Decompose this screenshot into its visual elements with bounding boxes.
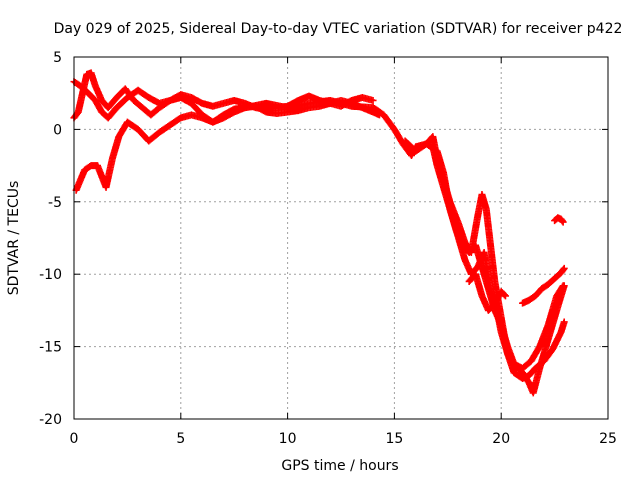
data-point (559, 218, 567, 226)
chart-title: Day 029 of 2025, Sidereal Day-to-day VTE… (54, 21, 623, 37)
x-tick-label: 10 (279, 431, 297, 447)
series-track-c (72, 96, 383, 194)
data-point (560, 282, 568, 290)
series-track-f (429, 143, 568, 397)
y-tick-label: -15 (39, 340, 62, 356)
series-track-h (519, 264, 568, 307)
series-track-i (551, 214, 567, 226)
x-axis-label: GPS time / hours (281, 458, 398, 474)
data-point (560, 318, 568, 326)
y-tick-labels: -20 -15 -10 -5 0 5 (39, 50, 62, 428)
data-points (70, 69, 568, 397)
x-tick-label: 15 (385, 431, 403, 447)
data-point (560, 264, 568, 272)
x-tick-label: 0 (70, 431, 79, 447)
x-tick-labels: 0 5 10 15 20 25 (70, 431, 617, 447)
y-tick-label: 0 (53, 122, 62, 138)
series-track-g (465, 270, 509, 314)
y-axis-label: SDTVAR / TECUs (6, 181, 22, 296)
y-tick-label: -5 (48, 195, 62, 211)
y-tick-label: 5 (53, 50, 62, 66)
data-point (559, 265, 567, 273)
x-tick-label: 20 (492, 431, 510, 447)
y-tick-label: -10 (39, 267, 62, 283)
data-point (500, 291, 508, 299)
y-tick-label: -20 (39, 412, 62, 428)
plot-frame (73, 56, 609, 420)
axis-ticks (73, 56, 609, 420)
grid-lines (74, 57, 608, 419)
x-tick-label: 5 (176, 431, 185, 447)
data-point (501, 292, 509, 300)
x-tick-label: 25 (599, 431, 617, 447)
data-point (369, 96, 377, 104)
